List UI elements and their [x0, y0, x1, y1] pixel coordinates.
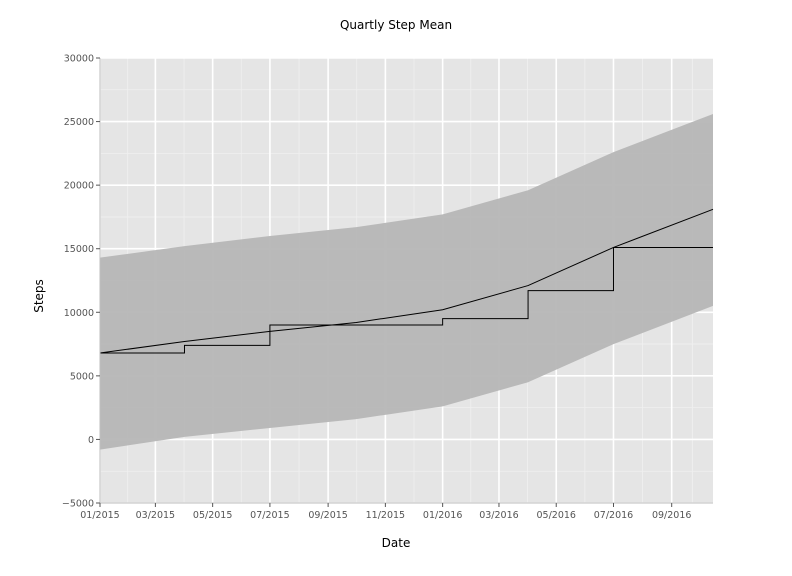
- x-tick-label: 07/2015: [250, 510, 289, 521]
- y-tick-label: 15000: [64, 244, 94, 255]
- y-tick-label: 30000: [64, 54, 94, 65]
- y-axis-ticks: −5000 0 5000 10000 15000 20000 25000 30000: [62, 54, 100, 510]
- x-tick-label: 01/2016: [423, 510, 462, 521]
- x-tick-label: 09/2016: [652, 510, 691, 521]
- trend-line: [99, 208, 714, 354]
- y-tick-label: −5000: [62, 499, 94, 510]
- series-lines: [99, 208, 714, 354]
- x-tick-label: 03/2016: [479, 510, 518, 521]
- confidence-band: [100, 113, 713, 450]
- step-mean-line: [100, 246, 713, 354]
- x-tick-label: 11/2015: [366, 510, 405, 521]
- y-tick-label: 5000: [70, 371, 94, 382]
- x-axis-label: Date: [382, 536, 411, 550]
- axes: [99, 58, 713, 504]
- chart-title: Quartly Step Mean: [340, 18, 452, 32]
- y-tick-label: 10000: [64, 308, 94, 319]
- x-tick-label: 05/2016: [536, 510, 575, 521]
- y-tick-label: 25000: [64, 117, 94, 128]
- x-axis-ticks: 01/2015 03/2015 05/2015 07/2015 09/2015 11/20…: [80, 503, 691, 521]
- y-tick-label: 0: [88, 435, 94, 446]
- y-axis-label: Steps: [32, 279, 46, 313]
- x-tick-label: 03/2015: [136, 510, 175, 521]
- y-tick-label: 20000: [64, 181, 94, 192]
- x-tick-label: 07/2016: [594, 510, 633, 521]
- x-tick-label: 09/2015: [308, 510, 347, 521]
- x-tick-label: 05/2015: [193, 510, 232, 521]
- x-tick-label: 01/2015: [80, 510, 119, 521]
